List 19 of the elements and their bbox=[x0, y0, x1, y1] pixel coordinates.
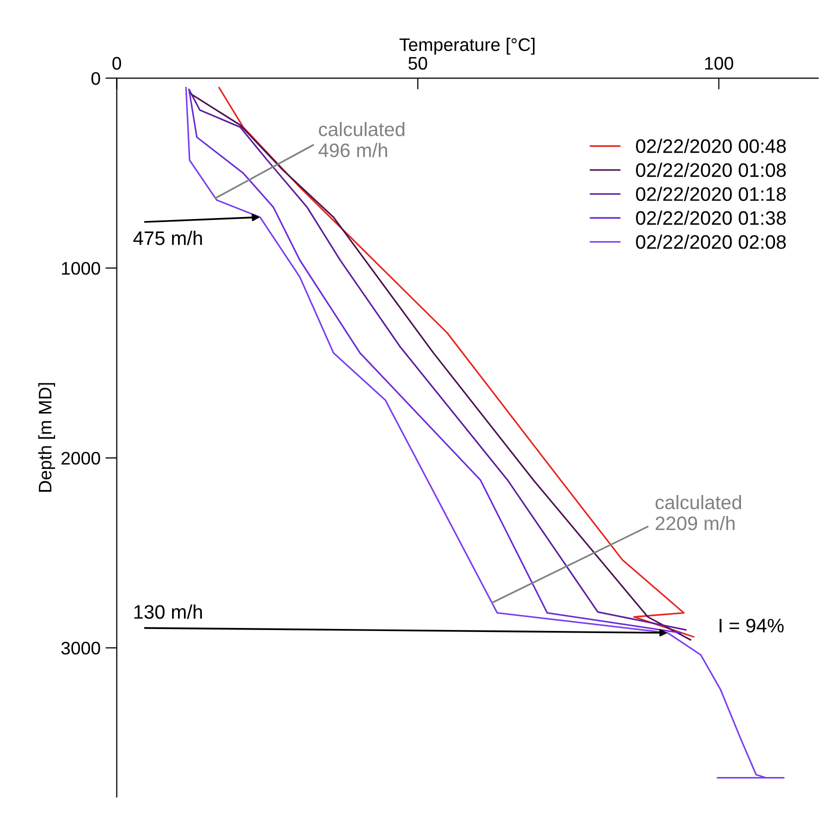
annotation: I = 94% bbox=[720, 618, 784, 632]
x-tick-label: 0 bbox=[112, 56, 122, 70]
legend-label: 02/22/2020 00:48 bbox=[636, 138, 786, 154]
legend-label: 02/22/2020 01:18 bbox=[636, 186, 786, 201]
legend-label: 02/22/2020 01:08 bbox=[636, 162, 786, 178]
legend-label: 02/22/2020 02:08 bbox=[636, 234, 786, 249]
annotation: calculated 496 m/h bbox=[318, 122, 404, 158]
y-tick-label: 1000 bbox=[62, 262, 100, 275]
y-tick-label: 2000 bbox=[62, 452, 100, 465]
legend-label: 02/22/2020 01:38 bbox=[636, 210, 786, 225]
annotation: calculated 2209 m/h bbox=[656, 495, 742, 530]
x-tick-label: 50 bbox=[408, 56, 428, 70]
x-axis-title: Temperature [°C] bbox=[400, 38, 535, 55]
y-tick-label: 0 bbox=[91, 72, 100, 85]
annotation: 130 m/h bbox=[134, 604, 202, 619]
y-tick-label: 3000 bbox=[61, 642, 100, 655]
y-axis-title: Depth [m MD] bbox=[38, 383, 56, 492]
x-tick-label: 100 bbox=[705, 56, 734, 70]
annotation: 475 m/h bbox=[133, 230, 202, 246]
